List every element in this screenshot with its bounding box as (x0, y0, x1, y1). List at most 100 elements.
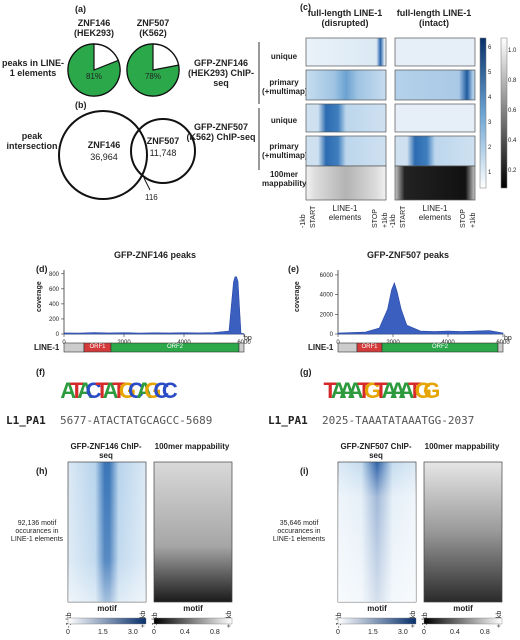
orf2-label-d: ORF2 (166, 344, 183, 350)
i-xtick-motif-1: motif (367, 604, 387, 613)
panel-h-map-title: 100mer mappability (154, 442, 230, 451)
panel-d-label: (d) (36, 264, 48, 274)
pie-chart-znf507 (126, 43, 180, 97)
panel-e-ylabel: coverage (294, 281, 301, 312)
coverage-area (337, 281, 504, 335)
seq-name-g: L1_PA1 (268, 414, 308, 427)
hm-intact-znf146-primary (394, 69, 476, 101)
panel-i-side-note: 35,646 motif occurances in LINE-1 elemen… (272, 520, 326, 543)
motif-letter: A (390, 378, 406, 403)
motif-logo-znf146: ATACTATGCAGCC (60, 378, 178, 403)
gene-map-e (337, 342, 504, 353)
h-map-heatmap (153, 461, 233, 603)
seq-f: 5677-ATACTATGCAGCC-5689 (60, 414, 213, 427)
motif-letter: A (398, 378, 414, 403)
motif-letter: T (408, 378, 422, 403)
panel-g-label: (g) (300, 367, 312, 377)
venn-left-name: ZNF146 (87, 140, 121, 150)
pie1-subtitle: (HEK293) (73, 28, 114, 38)
h-blue-tick-0: 0 (66, 629, 70, 636)
seq-g: 2025-TAAATATAAATGG-2037 (322, 414, 475, 427)
motif-letter: T (374, 378, 388, 403)
panel-d-bp: bp (244, 335, 252, 342)
panel-d-ylabel: coverage (36, 281, 43, 312)
i-xtick-motif-2: motif (453, 604, 473, 613)
motif-letter: A (331, 378, 347, 403)
hm-disrupted-znf507-unique (305, 103, 387, 133)
motif-letter: G (415, 378, 432, 403)
hm-intact-mappability (394, 165, 476, 201)
h-gray-tick-2: 0.8 (210, 629, 220, 636)
i-map-heatmap (423, 461, 503, 603)
motif-letter: A (382, 378, 398, 403)
gene-map-d (63, 342, 245, 353)
col-header-intact: full-length LINE-1 (intact) (396, 8, 472, 28)
motif-letter: C (162, 378, 178, 403)
i-gray-tick-0: 0 (422, 629, 426, 636)
i-blue-tick-1: 1.5 (368, 629, 378, 636)
row-unique-1: unique (270, 52, 298, 61)
panel-h-label: (h) (36, 466, 48, 476)
motif-letter: A (348, 378, 364, 403)
y-tick-label: 0 (330, 332, 334, 338)
y-tick-label: 6000 (320, 273, 334, 279)
c-tick-minus1kb-2: -1kb (390, 214, 397, 228)
motif-letter: A (103, 378, 119, 403)
motif-letter: T (324, 378, 338, 403)
group-brackets (258, 42, 260, 170)
y-tick-label: 600 (49, 287, 60, 293)
motif-letter: G (119, 378, 136, 403)
panel-h-chip-title: GFP-ZNF146 ChIP-seq (70, 442, 142, 460)
gene-map-label-e: LINE-1 (308, 343, 334, 352)
coverage-chart-znf146: 02004006008000200040006000 (49, 270, 251, 346)
venn-overlap-count: 116 (145, 193, 158, 202)
group2-label: GFP-ZNF507 (K562) ChIP-seq (186, 122, 256, 142)
pie-slice-in-line1 (67, 43, 121, 97)
h-gray-tick-0: 0 (152, 629, 156, 636)
y-tick-label: 200 (49, 317, 60, 323)
panel-e-title: GFP-ZNF507 peaks (366, 250, 450, 260)
coverage-area (63, 276, 245, 335)
row-mappability: 100mer mappability (262, 170, 307, 188)
motif-letter: G (364, 378, 381, 403)
motif-letter: T (95, 378, 109, 403)
panel-i-chip-title: GFP-ZNF507 ChIP-seq (340, 442, 412, 460)
h-xtick-motif-1: motif (97, 604, 117, 613)
panel-i-label: (i) (300, 466, 309, 476)
hm-intact-znf507-primary (394, 135, 476, 167)
venn-left-count: 36,964 (90, 152, 118, 162)
i-colorbars (337, 617, 503, 625)
motif-letter: G (144, 378, 161, 403)
hm-disrupted-mappability (305, 165, 387, 201)
i-gray-tick-2: 0.8 (480, 629, 490, 636)
col-header-disrupted: full-length LINE-1 (disrupted) (307, 8, 383, 28)
orf2-label-e: ORF2 (431, 344, 448, 350)
gene-map-label-d: LINE-1 (34, 343, 60, 352)
i-gray-tick-1: 0.4 (450, 629, 460, 636)
motif-letter: A (77, 378, 93, 403)
panel-i-map-title: 100mer mappability (424, 442, 500, 451)
venn-circle-znf507 (130, 118, 196, 184)
y-tick-label: 4000 (320, 293, 334, 299)
seq-name-f: L1_PA1 (6, 414, 46, 427)
coverage-chart-znf507: 02000400060000200040006000 (320, 270, 510, 346)
hm-intact-znf146-unique (394, 37, 476, 67)
c-tick-start-2: START (400, 205, 407, 228)
y-tick-label: 0 (56, 332, 60, 338)
panel-b-row-label: peak intersection (6, 131, 58, 151)
motif-letter: A (339, 378, 355, 403)
y-tick-label: 400 (49, 302, 60, 308)
panel-c-label: (c) (300, 2, 311, 12)
hm-disrupted-znf146-primary (305, 69, 387, 101)
panel-a-label: (a) (75, 4, 86, 14)
panel-h-heatmaps (67, 461, 233, 603)
pie2-subtitle: (K562) (139, 28, 167, 38)
c-tick-stop-2: STOP (460, 209, 467, 228)
x-tick-label: 6000 (496, 340, 510, 346)
c-tick-plus1kb-2: +1kb (470, 212, 477, 228)
venn-right-name: ZNF507 (146, 136, 180, 146)
row-primary-2: primary (+multimap) (262, 142, 308, 160)
motif-letter: T (357, 378, 371, 403)
venn-circle-znf146 (58, 110, 148, 200)
